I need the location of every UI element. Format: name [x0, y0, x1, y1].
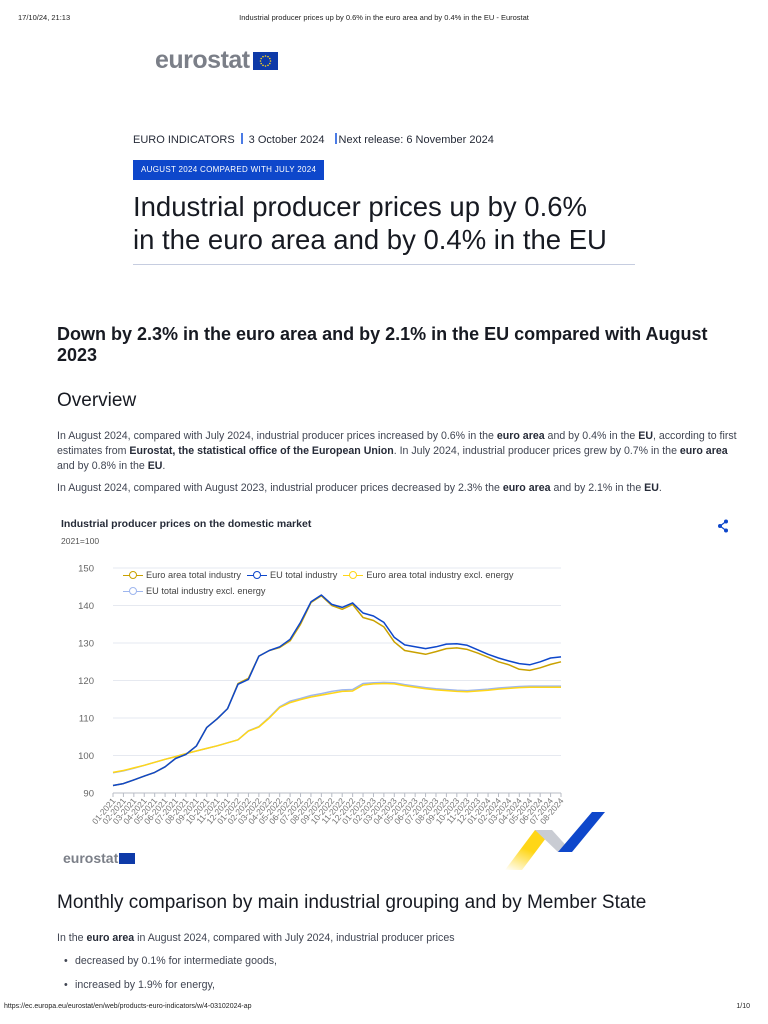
print-datetime: 17/10/24, 21:13 [18, 13, 71, 22]
title-line: in the euro area and by 0.4% in the EU [133, 224, 607, 255]
subtitle: Down by 2.3% in the euro area and by 2.1… [57, 324, 708, 365]
legend-label: EU total industry [270, 570, 338, 580]
overview-heading: Overview [57, 390, 137, 411]
decorative-ribbon-icon [505, 812, 605, 870]
legend-item[interactable]: EU total industry excl. energy [123, 586, 266, 596]
legend-marker-icon [247, 570, 267, 580]
legend-label: Euro area total industry [146, 570, 241, 580]
bold-text: Eurostat, the statistical office of the … [129, 445, 394, 457]
section-intro: In the euro area in August 2024, compare… [57, 931, 737, 946]
y-tick-label: 120 [78, 676, 94, 687]
legend: Euro area total industry EU total indust… [123, 570, 513, 580]
legend-label: Euro area total industry excl. energy [366, 570, 514, 580]
legend-label: EU total industry excl. energy [146, 586, 266, 596]
eu-flag-icon [119, 852, 136, 864]
eu-flag-icon [252, 51, 278, 70]
separator [240, 133, 243, 144]
separator [334, 133, 337, 144]
release-meta: EURO INDICATORS 3 October 2024 Next releas… [133, 133, 494, 146]
print-page-title: Industrial producer prices up by 0.6% in… [239, 13, 529, 22]
bold-text: euro area [496, 430, 545, 442]
text: and by 0.4% in the [544, 430, 639, 442]
text: . In July 2024, industrial producer pric… [393, 445, 680, 457]
page-title: Industrial producer prices up by 0.6% in… [133, 190, 693, 256]
flag-star [260, 57, 262, 59]
title-divider [133, 264, 635, 265]
legend-item[interactable]: Euro area total industry [123, 570, 241, 580]
legend-marker-icon [123, 586, 143, 596]
overview-paragraph-2: In August 2024, compared with August 202… [57, 481, 737, 496]
text: . [658, 482, 662, 494]
text: in August 2024, compared with July 2024,… [134, 932, 455, 944]
chart-title: Industrial producer prices on the domest… [61, 518, 312, 530]
y-tick-label: 140 [78, 601, 94, 612]
share-icon[interactable] [717, 519, 729, 538]
print-url: https://ec.europa.eu/eurostat/en/web/pro… [4, 1003, 252, 1010]
legend-item[interactable]: EU total industry [247, 570, 337, 580]
y-tick-label: 150 [78, 564, 94, 575]
legend-marker-icon [123, 570, 143, 580]
chart-eurostat-logo: eurostat [63, 850, 136, 866]
next-release: Next release: 6 November 2024 [338, 134, 494, 146]
list-item: increased by 1.9% for energy, [64, 979, 215, 991]
flag-star [264, 64, 266, 67]
legend-marker-icon [343, 570, 364, 580]
section-heading: Monthly comparison by main industrial gr… [57, 892, 647, 913]
flag-star [260, 62, 262, 64]
flag-star [268, 62, 271, 64]
legend-row-2: EU total industry excl. energy [123, 586, 266, 596]
text: and by 2.1% in the [550, 482, 645, 494]
list-item: decreased by 0.1% for intermediate goods… [64, 955, 277, 967]
logo-text: eurostat [63, 850, 119, 866]
text: and by 0.8% in the [57, 460, 148, 472]
bold-text: euro area [502, 482, 551, 494]
y-tick-label: 100 [78, 751, 94, 762]
bold-text: EU [644, 482, 659, 494]
series-line-eu-total-industry-excl-energy [112, 681, 561, 774]
bold-text: EU [638, 430, 653, 442]
flag-star [259, 59, 261, 62]
period-badge: AUGUST 2024 COMPARED WITH JULY 2024 [133, 160, 325, 180]
bold-text: euro area [679, 445, 728, 457]
category-label: EURO INDICATORS [133, 134, 235, 146]
flag-star [261, 64, 264, 66]
flag-star [266, 64, 269, 66]
flag-star [269, 59, 271, 62]
y-tick-label: 110 [79, 714, 94, 725]
release-date: 3 October 2024 [248, 134, 325, 146]
flag-star [264, 54, 266, 57]
text: In August 2024, compared with July 2024,… [57, 430, 497, 442]
series-line-euro-area-total-industry-excl-energy [112, 682, 561, 774]
logo-text: eurostat [155, 46, 250, 74]
eurostat-logo[interactable]: eurostat [155, 46, 278, 75]
text: In August 2024, compared with August 202… [57, 482, 503, 494]
flag-star [261, 55, 264, 57]
chart-subtitle: 2021=100 [61, 536, 100, 546]
flag-star [268, 57, 271, 59]
print-page-number: 1/10 [736, 1003, 750, 1010]
overview-paragraph-1: In August 2024, compared with July 2024,… [57, 429, 737, 474]
title-line: Industrial producer prices up by 0.6% [133, 191, 587, 222]
bold-text: euro area [86, 932, 135, 944]
y-tick-label: 130 [78, 639, 94, 650]
text: . [162, 460, 166, 472]
legend-item[interactable]: Euro area total industry excl. energy [343, 570, 513, 580]
flag-star [266, 55, 269, 57]
text: , according to first estimates from [57, 430, 737, 457]
series-line-eu-total-industry [112, 594, 562, 787]
y-tick-label: 90 [83, 789, 94, 800]
text: In the [57, 932, 87, 944]
bold-text: EU [147, 460, 163, 472]
